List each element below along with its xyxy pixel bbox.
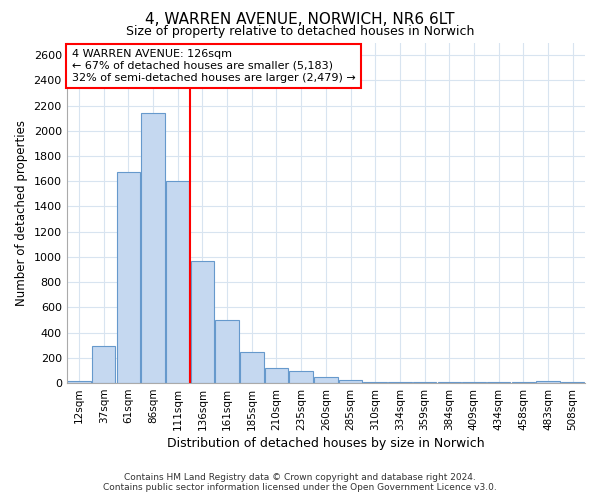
Bar [314, 378, 338, 383]
Bar [67, 380, 91, 383]
Bar [92, 346, 115, 383]
Bar [437, 382, 461, 383]
Text: 4, WARREN AVENUE, NORWICH, NR6 6LT: 4, WARREN AVENUE, NORWICH, NR6 6LT [145, 12, 455, 28]
Bar [339, 380, 362, 383]
Bar [512, 382, 535, 383]
X-axis label: Distribution of detached houses by size in Norwich: Distribution of detached houses by size … [167, 437, 485, 450]
Text: 4 WARREN AVENUE: 126sqm
← 67% of detached houses are smaller (5,183)
32% of semi: 4 WARREN AVENUE: 126sqm ← 67% of detache… [72, 50, 356, 82]
Bar [536, 380, 560, 383]
Bar [191, 260, 214, 383]
Bar [166, 182, 190, 383]
Bar [240, 352, 263, 383]
Text: Contains HM Land Registry data © Crown copyright and database right 2024.
Contai: Contains HM Land Registry data © Crown c… [103, 473, 497, 492]
Bar [289, 371, 313, 383]
Text: Size of property relative to detached houses in Norwich: Size of property relative to detached ho… [126, 25, 474, 38]
Bar [364, 382, 387, 383]
Bar [388, 382, 412, 383]
Bar [561, 382, 584, 383]
Bar [462, 382, 485, 383]
Y-axis label: Number of detached properties: Number of detached properties [15, 120, 28, 306]
Bar [265, 368, 288, 383]
Bar [116, 172, 140, 383]
Bar [487, 382, 511, 383]
Bar [215, 320, 239, 383]
Bar [142, 113, 165, 383]
Bar [413, 382, 436, 383]
